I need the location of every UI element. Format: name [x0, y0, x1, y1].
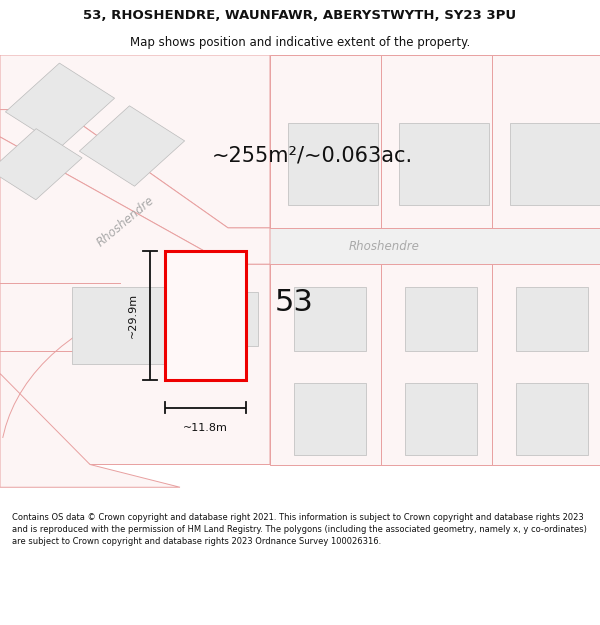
- Text: ~255m²/~0.063ac.: ~255m²/~0.063ac.: [211, 145, 413, 165]
- Bar: [165, 251, 246, 381]
- Bar: [399, 123, 489, 205]
- Text: Rhoshendre: Rhoshendre: [349, 239, 419, 252]
- Bar: [405, 382, 477, 456]
- Text: ~11.8m: ~11.8m: [183, 423, 228, 433]
- Bar: [492, 264, 600, 464]
- Bar: [294, 382, 366, 456]
- Bar: [492, 55, 600, 228]
- Bar: [516, 382, 588, 456]
- Polygon shape: [5, 63, 115, 147]
- Bar: [270, 264, 381, 464]
- Bar: [294, 287, 366, 351]
- Polygon shape: [228, 228, 600, 264]
- Bar: [72, 287, 180, 364]
- Bar: [381, 264, 492, 464]
- Bar: [288, 123, 378, 205]
- Bar: [510, 123, 600, 205]
- Text: ~29.9m: ~29.9m: [128, 293, 138, 338]
- Text: Rhoshendre: Rhoshendre: [95, 193, 157, 249]
- Polygon shape: [0, 109, 270, 264]
- Text: 53, RHOSHENDRE, WAUNFAWR, ABERYSTWYTH, SY23 3PU: 53, RHOSHENDRE, WAUNFAWR, ABERYSTWYTH, S…: [83, 9, 517, 22]
- Polygon shape: [0, 137, 270, 464]
- Bar: [405, 287, 477, 351]
- Polygon shape: [0, 55, 270, 228]
- Bar: [381, 55, 492, 228]
- Text: Contains OS data © Crown copyright and database right 2021. This information is : Contains OS data © Crown copyright and d…: [12, 514, 587, 546]
- Text: 53: 53: [275, 288, 313, 317]
- Polygon shape: [79, 106, 185, 186]
- Text: Map shows position and indicative extent of the property.: Map shows position and indicative extent…: [130, 36, 470, 49]
- Polygon shape: [0, 109, 252, 264]
- Bar: [270, 55, 381, 228]
- Bar: [204, 292, 258, 346]
- Bar: [516, 287, 588, 351]
- Polygon shape: [0, 129, 82, 200]
- Polygon shape: [0, 374, 180, 488]
